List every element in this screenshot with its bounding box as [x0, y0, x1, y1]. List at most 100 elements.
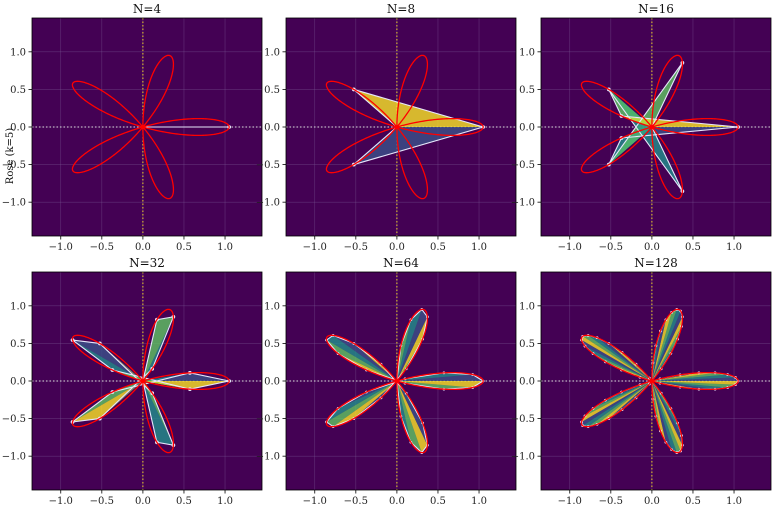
- polygon-fill: [582, 335, 652, 381]
- y-tick-label: 1.0: [10, 301, 26, 312]
- x-tick-label: −1.0: [49, 496, 73, 507]
- polygon-fill: [608, 381, 652, 419]
- x-tick-label: −1.0: [49, 242, 73, 253]
- y-tick-label: 0.5: [10, 85, 26, 96]
- polygon-fill: [396, 374, 484, 381]
- x-tick-label: −1.0: [303, 496, 327, 507]
- x-tick-label: −1.0: [303, 242, 327, 253]
- y-tick-label: 0.5: [519, 339, 535, 350]
- y-tick-label: 0.5: [264, 339, 280, 350]
- y-tick-label: −0.5: [256, 160, 280, 171]
- y-tick-label: 0.5: [519, 85, 535, 96]
- polygon-fill: [353, 343, 397, 381]
- x-tick-label: −0.5: [344, 242, 368, 253]
- polygon-fill: [651, 381, 739, 385]
- polygon-fill: [396, 309, 428, 381]
- polygon-fill: [396, 309, 422, 381]
- x-tick-label: 0.0: [644, 496, 660, 507]
- polygon-fill: [651, 381, 681, 453]
- panel-title: N=16: [638, 2, 674, 16]
- plot-content: [541, 272, 771, 490]
- polygon-fill: [593, 381, 652, 409]
- polygon-fill: [651, 309, 681, 381]
- plot-content: [541, 18, 771, 236]
- polygon-fill: [396, 319, 411, 381]
- polygon-fill: [651, 381, 672, 450]
- polygon-fill: [396, 372, 473, 381]
- y-tick-label: −1.0: [2, 198, 26, 209]
- x-tick-label: 0.0: [389, 496, 405, 507]
- x-tick-label: 1.0: [217, 242, 233, 253]
- polygon-fill: [326, 340, 397, 381]
- plot-content: [32, 272, 262, 490]
- y-tick-label: 0.5: [264, 85, 280, 96]
- x-tick-label: 0.0: [644, 242, 660, 253]
- plot-content: [32, 18, 262, 236]
- y-tick-label: 0.0: [10, 377, 26, 388]
- x-tick-label: 1.0: [726, 496, 742, 507]
- polygon-fill: [326, 335, 397, 381]
- polygon-fill: [651, 381, 682, 436]
- panel-title: N=64: [383, 256, 419, 270]
- y-tick-label: 1.0: [10, 47, 26, 58]
- polygon-fill: [585, 381, 652, 416]
- x-tick-label: −0.5: [599, 496, 623, 507]
- polygon-fill: [651, 381, 716, 390]
- x-tick-label: 0.5: [176, 242, 192, 253]
- polygon-fill: [651, 316, 683, 381]
- polygon-fill: [651, 381, 699, 390]
- x-tick-label: −0.5: [344, 496, 368, 507]
- x-tick-label: 0.5: [176, 496, 192, 507]
- polygon-fill: [651, 381, 728, 390]
- polygon-fill: [581, 340, 652, 381]
- rose-curve: [325, 308, 484, 454]
- polygon-fill: [651, 372, 716, 381]
- x-tick-label: 0.0: [389, 242, 405, 253]
- panel-N=32: N=32 −1.0 −0.5 0.0 0.5 1.0 1.0 0.5 0.0 −0.5 −1.0: [2, 256, 263, 507]
- y-tick-label: 1.0: [264, 301, 280, 312]
- panel-N=64: N=64 −1.0 −0.5 0.0 0.5 1.0 1.0 0.5 0.0 −0.5 −1.0: [256, 256, 517, 507]
- x-tick-label: 1.0: [471, 496, 487, 507]
- polygon-fill: [651, 326, 682, 381]
- polygon-fill: [396, 338, 423, 381]
- polygon-fill: [651, 312, 672, 381]
- polygon-fill: [326, 381, 397, 427]
- y-tick-label: 1.0: [519, 47, 535, 58]
- x-tick-label: 0.0: [135, 496, 151, 507]
- polygon-fill: [581, 381, 652, 426]
- y-tick-label: −1.0: [511, 452, 535, 463]
- y-tick-label: −0.5: [2, 414, 26, 425]
- y-tick-label: −0.5: [2, 160, 26, 171]
- polygon-fill: [142, 316, 174, 381]
- polygon-fill: [585, 346, 652, 381]
- polygon-fill: [651, 372, 699, 381]
- polygon-fill: [597, 381, 652, 425]
- rose-curve: [580, 54, 739, 200]
- x-tick-label: −1.0: [558, 496, 582, 507]
- polygon-fill: [588, 335, 652, 381]
- x-tick-label: −0.5: [599, 242, 623, 253]
- panel-title: N=4: [133, 2, 162, 16]
- polygon-fill: [651, 381, 683, 446]
- x-tick-label: 1.0: [217, 496, 233, 507]
- polygon-fill: [651, 319, 666, 381]
- polygon-fill: [651, 331, 661, 381]
- row-label: Rose (k=5): [5, 128, 16, 184]
- polygon-fill: [651, 381, 678, 424]
- polygon-fill: [651, 338, 678, 381]
- panel-title: N=128: [634, 256, 677, 270]
- polygon-fill: [651, 381, 736, 388]
- x-tick-label: 1.0: [471, 242, 487, 253]
- polygon-fill: [651, 374, 736, 381]
- polygon-fill: [142, 381, 174, 446]
- plot-content: [286, 272, 516, 490]
- polygon-fill: [605, 361, 652, 381]
- polygon-fill: [72, 340, 143, 381]
- polygon-fill: [608, 343, 652, 381]
- rose-curve: [325, 54, 484, 200]
- polygon-fill: [651, 310, 683, 381]
- x-tick-label: 1.0: [726, 242, 742, 253]
- polygon-fill: [651, 381, 677, 453]
- polygon-fill: [651, 381, 683, 452]
- polygon-fill: [581, 336, 652, 381]
